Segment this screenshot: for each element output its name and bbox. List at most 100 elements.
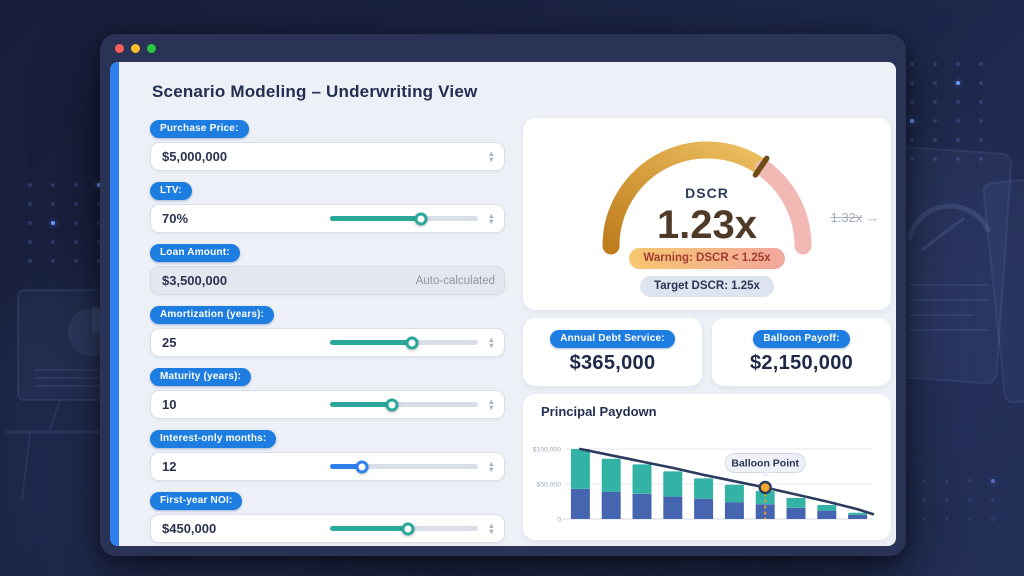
principal-paydown-chart: $100,000 $50,000 0 Balloon Point <box>533 447 875 524</box>
bar-segment-top <box>755 491 775 505</box>
field-value: 25 <box>162 335 177 350</box>
left-accent-stripe <box>110 62 119 546</box>
value-slider[interactable] <box>329 398 478 411</box>
field-value: $450,000 <box>162 521 217 536</box>
stepper-control[interactable]: ▲ ▼ <box>487 396 495 412</box>
stepper-down-icon[interactable]: ▼ <box>487 216 495 226</box>
stepper-control[interactable]: ▲ ▼ <box>487 210 495 226</box>
bar-segment-top <box>663 471 683 497</box>
stepper-up-icon[interactable]: ▲ <box>487 210 495 220</box>
app-window: Scenario Modeling – Underwriting View Pu… <box>100 34 906 556</box>
field-value: 70% <box>162 211 189 226</box>
stat-label-pill: Annual Debt Service: <box>550 329 675 348</box>
stepper-down-icon[interactable]: ▼ <box>487 154 495 164</box>
field-label-pill: Interest-only months: <box>150 430 277 448</box>
stepper-up-icon[interactable]: ▲ <box>487 458 495 468</box>
stepper-control[interactable]: ▲ ▼ <box>487 334 495 350</box>
stepper-control[interactable]: ▲ ▼ <box>487 458 495 474</box>
value-slider[interactable] <box>329 460 478 473</box>
balloon-payoff-value: $2,150,000 <box>749 351 854 374</box>
gauge-arc-remainder <box>754 159 812 255</box>
bar-segment-top <box>632 464 652 494</box>
balance-line <box>579 447 875 516</box>
gauge-needle-notch <box>752 155 770 178</box>
y-axis-tick-label: 0 <box>557 517 561 524</box>
number-input[interactable]: 10 ▲ ▼ <box>150 390 505 419</box>
stepper-down-icon[interactable]: ▼ <box>487 464 495 474</box>
form-field: Amortization (years): 25 ▲ ▼ <box>150 304 505 357</box>
previous-dscr-value: 1.32x <box>830 210 863 225</box>
underwriting-form: Purchase Price: $5,000,000 ▲ ▼ LTV: 70% ▲ ▼ Loan… <box>150 118 505 546</box>
maximize-window-button[interactable] <box>147 43 156 53</box>
bar-segment-bottom <box>724 502 744 519</box>
gauge-label: DSCR <box>685 185 729 201</box>
slider-thumb[interactable] <box>385 398 399 411</box>
bar-segment-top <box>786 498 806 508</box>
bar-segment-top <box>570 449 590 489</box>
slider-thumb[interactable] <box>401 522 415 535</box>
number-input[interactable]: 12 ▲ ▼ <box>150 452 505 481</box>
stepper-down-icon[interactable]: ▼ <box>487 402 495 412</box>
field-value: 12 <box>162 459 177 474</box>
form-field: Purchase Price: $5,000,000 ▲ ▼ <box>150 118 505 171</box>
y-axis-tick-label: $50,000 <box>536 482 561 489</box>
form-field: Loan Amount: $3,500,000 Auto-calculated <box>150 242 505 295</box>
value-slider[interactable] <box>329 212 478 225</box>
form-field: Maturity (years): 10 ▲ ▼ <box>150 366 505 419</box>
bar-segment-bottom <box>848 514 868 519</box>
slider-thumb[interactable] <box>414 212 428 225</box>
balloon-tooltip-pointer <box>761 472 770 478</box>
slider-thumb[interactable] <box>405 336 419 349</box>
number-input[interactable]: 70% ▲ ▼ <box>150 204 505 233</box>
auto-calculated-note: Auto-calculated <box>415 274 495 287</box>
field-value: 10 <box>162 397 177 412</box>
bar-segment-bottom <box>601 491 621 519</box>
close-window-button[interactable] <box>115 43 124 53</box>
stepper-control[interactable]: ▲ ▼ <box>487 148 495 164</box>
readonly-field: $3,500,000 Auto-calculated <box>150 266 505 295</box>
value-slider[interactable] <box>329 522 478 535</box>
stepper-up-icon[interactable]: ▲ <box>487 520 495 530</box>
window-titlebar <box>100 34 906 62</box>
stepper-up-icon[interactable]: ▲ <box>487 396 495 406</box>
stepper-up-icon[interactable]: ▲ <box>487 148 495 158</box>
balloon-point-marker <box>758 480 772 495</box>
arrow-right-icon: → <box>866 210 879 225</box>
bar-segment-top <box>724 484 744 503</box>
dscr-gauge-card: DSCR 1.23x 1.32x → Warning: DSCR < 1.25x… <box>523 118 891 310</box>
slider-thumb[interactable] <box>355 460 369 473</box>
page-title: Scenario Modeling – Underwriting View <box>152 82 478 101</box>
number-input[interactable]: $5,000,000 ▲ ▼ <box>150 142 505 171</box>
number-input[interactable]: 25 ▲ ▼ <box>150 328 505 357</box>
stepper-control[interactable]: ▲ ▼ <box>487 520 495 536</box>
bar-segment-bottom <box>694 498 714 519</box>
field-label-pill: LTV: <box>150 182 192 200</box>
balloon-tooltip-label: Balloon Point <box>731 458 799 470</box>
dscr-gauge: DSCR 1.23x <box>602 141 812 255</box>
value-slider[interactable] <box>329 336 478 349</box>
gauge-arc-filled <box>602 141 772 255</box>
field-label-pill: First-year NOI: <box>150 492 243 510</box>
stepper-up-icon[interactable]: ▲ <box>487 334 495 344</box>
bar-segment-bottom <box>786 507 806 519</box>
bar-segment-top <box>848 512 868 515</box>
stepper-down-icon[interactable]: ▼ <box>487 526 495 536</box>
stat-label-pill: Balloon Payoff: <box>753 329 850 348</box>
field-value: $5,000,000 <box>162 149 228 164</box>
principal-paydown-card: Principal Paydown $100,000 $50,000 0 Balloo… <box>523 394 891 540</box>
field-label-pill: Maturity (years): <box>150 368 252 386</box>
form-field: Interest-only months: 12 ▲ ▼ <box>150 428 505 481</box>
annual-debt-service-card: Annual Debt Service: $365,000 <box>523 318 702 386</box>
field-label-pill: Amortization (years): <box>150 306 275 324</box>
window-content: Scenario Modeling – Underwriting View Pu… <box>110 62 896 546</box>
bar-segment-bottom <box>570 488 590 519</box>
balloon-payoff-card: Balloon Payoff: $2,150,000 <box>712 318 891 386</box>
number-input[interactable]: $450,000 ▲ ▼ <box>150 514 505 543</box>
bar-segment-bottom <box>632 493 652 519</box>
dot-pattern <box>899 479 1014 536</box>
dscr-target-badge: Target DSCR: 1.25x <box>640 276 774 297</box>
form-field: LTV: 70% ▲ ▼ <box>150 180 505 233</box>
stepper-down-icon[interactable]: ▼ <box>487 340 495 350</box>
minimize-window-button[interactable] <box>131 43 140 53</box>
bar-segment-bottom <box>663 496 683 519</box>
